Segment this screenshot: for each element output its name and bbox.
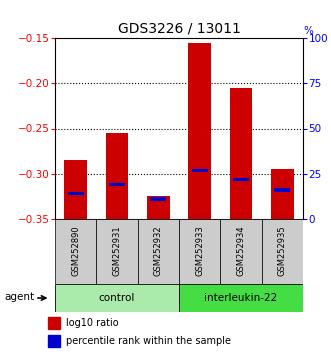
Text: GSM252933: GSM252933 — [195, 225, 204, 275]
Bar — [68, 192, 84, 195]
Text: GSM252932: GSM252932 — [154, 225, 163, 275]
Bar — [48, 335, 61, 347]
Bar — [188, 42, 211, 219]
Bar — [147, 196, 170, 219]
Bar — [109, 183, 125, 186]
Text: GSM252934: GSM252934 — [237, 225, 246, 275]
Text: GSM252890: GSM252890 — [71, 225, 80, 275]
Bar — [233, 178, 249, 181]
Text: percentile rank within the sample: percentile rank within the sample — [66, 336, 231, 346]
Bar — [48, 316, 61, 329]
Bar — [274, 188, 290, 192]
Bar — [55, 219, 96, 284]
Bar — [179, 219, 220, 284]
Bar — [192, 169, 208, 172]
Bar — [220, 219, 262, 284]
Bar — [96, 219, 138, 284]
Bar — [262, 219, 303, 284]
Bar — [106, 133, 128, 219]
Bar — [179, 284, 303, 312]
Text: agent: agent — [5, 292, 35, 302]
Bar — [230, 88, 252, 219]
Text: %: % — [303, 26, 313, 36]
Bar — [150, 198, 166, 201]
Title: GDS3226 / 13011: GDS3226 / 13011 — [118, 22, 240, 35]
Bar — [55, 284, 179, 312]
Bar — [138, 219, 179, 284]
Bar — [271, 169, 294, 219]
Text: log10 ratio: log10 ratio — [66, 318, 118, 328]
Text: interleukin-22: interleukin-22 — [204, 293, 278, 303]
Text: control: control — [99, 293, 135, 303]
Bar — [64, 160, 87, 219]
Text: GSM252931: GSM252931 — [113, 225, 121, 275]
Text: GSM252935: GSM252935 — [278, 225, 287, 275]
